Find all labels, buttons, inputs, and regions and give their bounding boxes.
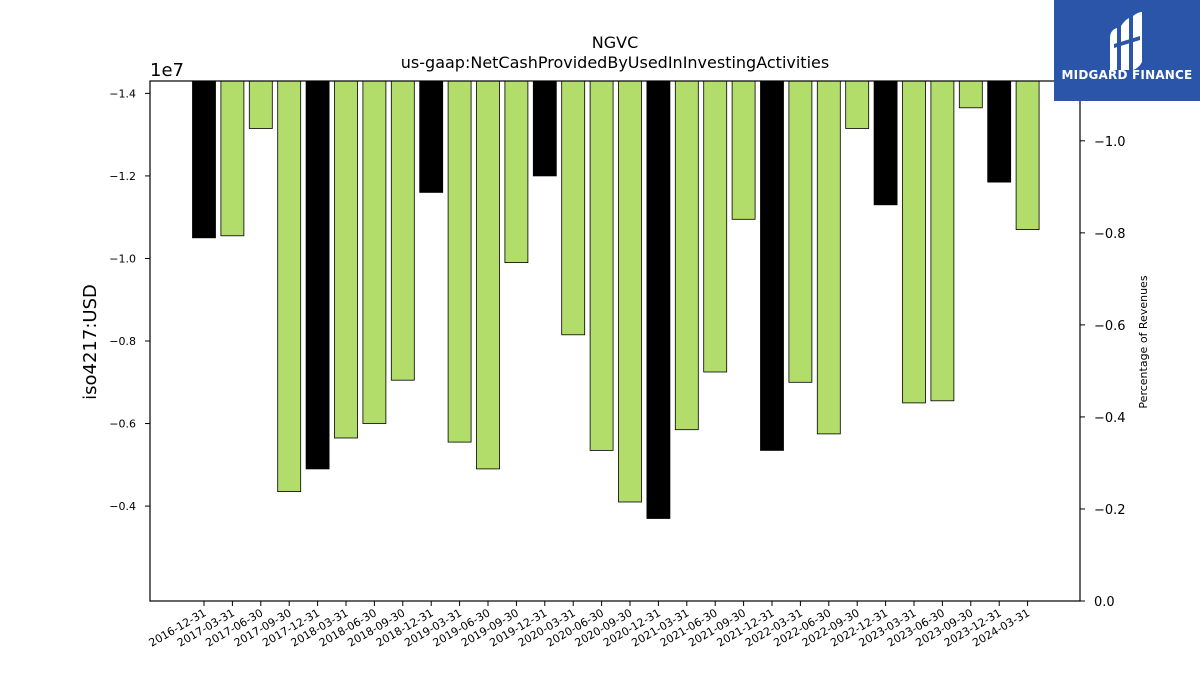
y-axis-ticks: −0.4 −0.6 −0.8 −1.0 −1.2 −1.4 — [109, 87, 150, 513]
bar — [334, 80, 358, 439]
y2-axis-label: Percentage of Revenues — [1137, 275, 1150, 408]
bar — [419, 80, 444, 193]
x-axis-ticks: 2016-12-312017-03-312017-06-302017-09-30… — [147, 601, 1032, 650]
bar — [618, 80, 642, 503]
bar — [192, 80, 216, 239]
y-tick-label: −0.6 — [109, 418, 136, 431]
y2-tick-label: −0.4 — [1094, 411, 1126, 426]
bar — [277, 80, 302, 493]
bars-group — [192, 80, 1040, 519]
y-axis-multiplier: 1e7 — [150, 60, 184, 81]
bar — [788, 80, 813, 383]
bar — [845, 80, 870, 129]
bar — [504, 80, 529, 264]
bar — [930, 80, 955, 402]
bar — [532, 80, 557, 177]
y-axis-label: iso4217:USD — [80, 284, 101, 400]
bar — [760, 80, 784, 451]
chart-title: NGVC — [592, 33, 638, 52]
y2-axis-ticks: −1.0 −0.8 −0.6 −0.4 −0.2 0.0 — [1080, 135, 1126, 610]
bar — [305, 80, 330, 470]
bar — [589, 80, 614, 451]
y2-tick-label: −1.0 — [1094, 135, 1126, 150]
bar — [220, 80, 245, 237]
bar — [902, 80, 926, 404]
bar — [248, 80, 273, 129]
y-tick-label: −1.2 — [109, 170, 136, 183]
y2-tick-label: −0.2 — [1094, 503, 1126, 518]
chart-subtitle: us-gaap:NetCashProvidedByUsedInInvesting… — [401, 53, 829, 72]
logo: MIDGARD FINANCE — [1054, 0, 1200, 101]
bar — [447, 80, 472, 443]
logo-text: MIDGARD FINANCE — [1061, 68, 1193, 82]
bar — [362, 80, 387, 424]
bar — [703, 80, 728, 373]
y-tick-label: −0.4 — [109, 500, 136, 513]
bar — [561, 80, 586, 336]
bar — [390, 80, 415, 381]
bar — [1015, 80, 1040, 231]
bar — [674, 80, 699, 431]
y-tick-label: −0.8 — [109, 335, 136, 348]
bar — [476, 80, 500, 470]
bar — [958, 80, 983, 109]
y2-tick-label: −0.6 — [1094, 319, 1126, 334]
y2-tick-label: −0.8 — [1094, 227, 1126, 242]
y-tick-label: −1.4 — [109, 87, 136, 100]
bar — [987, 80, 1012, 183]
bar — [873, 80, 898, 206]
bar — [731, 80, 756, 220]
bar — [816, 80, 841, 435]
logo-mark-icon — [1110, 12, 1142, 70]
y2-tick-label: 0.0 — [1094, 595, 1115, 610]
y-tick-label: −1.0 — [109, 252, 136, 265]
bar — [646, 80, 671, 519]
